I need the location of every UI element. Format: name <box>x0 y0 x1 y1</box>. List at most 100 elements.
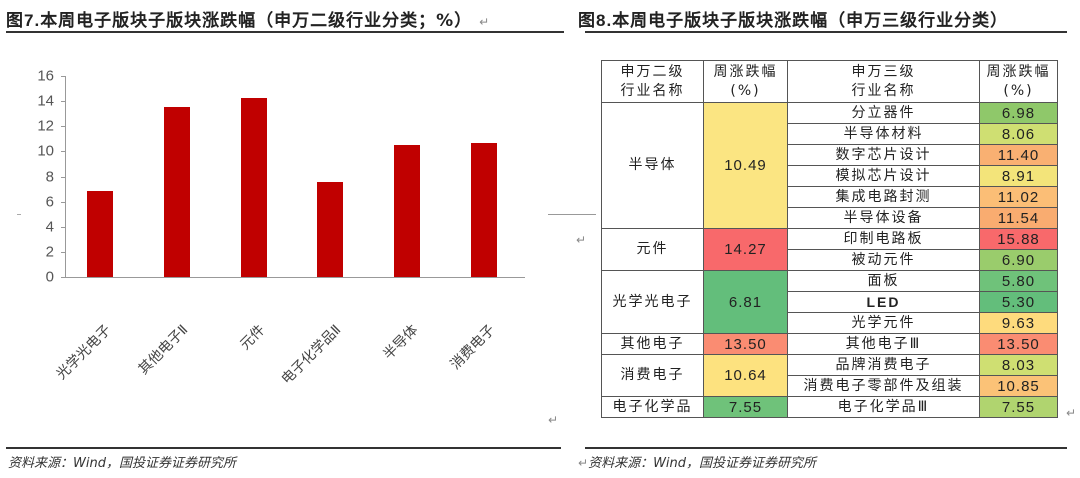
l3-industry-name: 光学元件 <box>787 312 980 334</box>
l3-weekly-change: 5.80 <box>979 270 1058 292</box>
title-prefix: 图 <box>6 11 24 31</box>
y-tick-label: 8 <box>45 168 54 185</box>
y-tick-label: 6 <box>45 193 54 211</box>
industry-change-table: 申万二级 行业名称 周涨跌幅 (%) 申万三级 行业名称 周涨跌幅 (%) 半导体 10.… <box>601 60 1058 418</box>
l3-industry-name: 数字芯片设计 <box>787 144 980 166</box>
table-row: 半导体 10.49 分立器件 6.98 <box>601 102 1058 229</box>
y-tick-mark <box>61 76 65 77</box>
figure-number: 8. <box>596 11 613 30</box>
return-mark-icon: ↵ <box>1066 406 1077 420</box>
l2-weekly-change: 14.27 <box>703 228 788 271</box>
source-rule <box>585 447 1067 449</box>
y-tick-mark <box>61 176 65 178</box>
return-mark-icon: ↵ <box>548 413 559 427</box>
figure-number: 7. <box>24 11 41 30</box>
divider-stub <box>548 214 596 215</box>
header-l3-change: 周涨跌幅 (%) <box>979 60 1058 103</box>
l3-industry-name: 其他电子Ⅲ <box>787 333 980 355</box>
title-prefix: 图 <box>578 11 596 31</box>
y-axis <box>65 76 66 277</box>
table-row: 元件 14.27 印制电路板 15.88 <box>601 228 1058 271</box>
table-header-row: 申万二级 行业名称 周涨跌幅 (%) 申万三级 行业名称 周涨跌幅 (%) <box>601 60 1058 103</box>
l3-industry-name: 模拟芯片设计 <box>787 165 980 187</box>
bar-6 <box>470 143 497 277</box>
bar-1 <box>87 191 114 277</box>
right-figure-title: 图8.本周电子版块子版块涨跌幅（申万三级行业分类） <box>578 6 1008 31</box>
title-underline <box>6 31 564 33</box>
l2-weekly-change: 7.55 <box>703 396 788 418</box>
title-text: 本周电子版块子版块涨跌幅（申万二级行业分类；%） <box>40 11 473 31</box>
y-tick-label: 14 <box>37 92 54 110</box>
l3-weekly-change: 11.54 <box>979 207 1058 229</box>
l3-weekly-change: 6.98 <box>979 102 1058 124</box>
l3-industry-name: 消费电子零部件及组装 <box>787 375 980 397</box>
return-mark-icon: ↵ <box>479 15 491 29</box>
left-figure-title: 图7.本周电子版块子版块涨跌幅（申万二级行业分类；%） ↵ <box>6 6 490 31</box>
l3-industry-name: LED <box>787 291 980 313</box>
l3-industry-name: 半导体材料 <box>787 123 980 145</box>
l3-weekly-change: 5.30 <box>979 291 1058 313</box>
l3-industry-name: 面板 <box>787 270 980 292</box>
table-row: 数字芯片设计 11.40 <box>602 144 1058 166</box>
x-axis <box>65 277 525 278</box>
return-mark-icon: ↵ <box>576 233 587 247</box>
table-row: 其他电子 13.50 其他电子Ⅲ 13.50 <box>601 333 1058 355</box>
table-row: 光学光电子 6.81 面板 5.80 <box>601 270 1058 334</box>
y-tick-label: 4 <box>45 218 54 236</box>
l3-industry-name: 被动元件 <box>787 249 980 271</box>
l3-industry-name: 分立器件 <box>787 102 980 124</box>
l3-weekly-change: 11.40 <box>979 144 1058 166</box>
header-l3-name: 申万三级 行业名称 <box>787 60 980 103</box>
axis-artifact <box>17 214 21 215</box>
l3-weekly-change: 8.91 <box>979 165 1058 187</box>
y-tick-label: 16 <box>37 67 54 85</box>
l2-industry-name: 电子化学品 <box>601 396 704 418</box>
header-l2-name: 申万二级 行业名称 <box>601 60 704 103</box>
l3-industry-name: 半导体设备 <box>787 207 980 229</box>
l3-weekly-change: 6.90 <box>979 249 1058 271</box>
l2-industry-name: 半导体 <box>601 102 704 229</box>
bar-2 <box>164 107 190 277</box>
l3-weekly-change: 15.88 <box>979 228 1058 250</box>
source-text: 资料来源：Wind，国投证券证券研究所 <box>588 456 817 471</box>
bar-5 <box>394 145 420 277</box>
l3-industry-name: 品牌消费电子 <box>787 354 980 376</box>
l3-weekly-change: 7.55 <box>979 396 1058 418</box>
table-row: LED 5.30 <box>602 291 1058 313</box>
y-tick-label: 0 <box>45 268 54 286</box>
l2-industry-name: 其他电子 <box>601 333 704 355</box>
y-tick-label: 10 <box>37 142 54 160</box>
bar-chart: 0 2 4 6 8 10 12 14 16 光学光电子 其他电子Ⅱ 元件 电子化学品Ⅱ 半导体 消费电子 <box>0 40 560 430</box>
y-tick-mark <box>61 126 65 128</box>
l3-industry-name: 电子化学品Ⅲ <box>787 396 980 418</box>
y-tick-mark <box>61 201 65 203</box>
l2-weekly-change: 10.49 <box>703 102 788 229</box>
l2-weekly-change: 10.64 <box>703 354 788 397</box>
l3-weekly-change: 8.06 <box>979 123 1058 145</box>
table-row: 半导体材料 8.06 <box>602 123 1058 145</box>
l2-industry-name: 消费电子 <box>601 354 704 397</box>
title-underline <box>585 31 1067 33</box>
y-tick-mark <box>61 277 65 278</box>
bar-3 <box>240 97 267 277</box>
table-row: 消费电子 10.64 品牌消费电子 8.03 <box>601 354 1058 397</box>
return-mark-icon: ↵ <box>578 456 589 470</box>
y-tick-mark <box>61 151 65 153</box>
l3-weekly-change: 8.03 <box>979 354 1058 376</box>
y-tick-mark <box>61 226 65 228</box>
table-row: 被动元件 6.90 <box>602 249 1058 271</box>
l3-weekly-change: 11.02 <box>979 186 1058 208</box>
right-source-note: ↵资料来源：Wind，国投证券证券研究所 <box>578 452 816 471</box>
title-text: 本周电子版块子版块涨跌幅（申万三级行业分类） <box>612 11 1009 31</box>
y-tick-mark <box>61 101 65 103</box>
table-row: 集成电路封测 11.02 <box>602 186 1058 208</box>
source-rule <box>6 447 561 449</box>
l3-weekly-change: 10.85 <box>979 375 1058 397</box>
l2-weekly-change: 6.81 <box>703 270 788 334</box>
l2-industry-name: 光学光电子 <box>601 270 704 334</box>
y-tick-mark <box>61 251 65 253</box>
l2-weekly-change: 13.50 <box>703 333 788 355</box>
table-row: 电子化学品 7.55 电子化学品Ⅲ 7.55 <box>601 396 1058 418</box>
left-source-note: 资料来源：Wind，国投证券证券研究所 <box>8 456 236 471</box>
bar-4 <box>317 182 344 277</box>
